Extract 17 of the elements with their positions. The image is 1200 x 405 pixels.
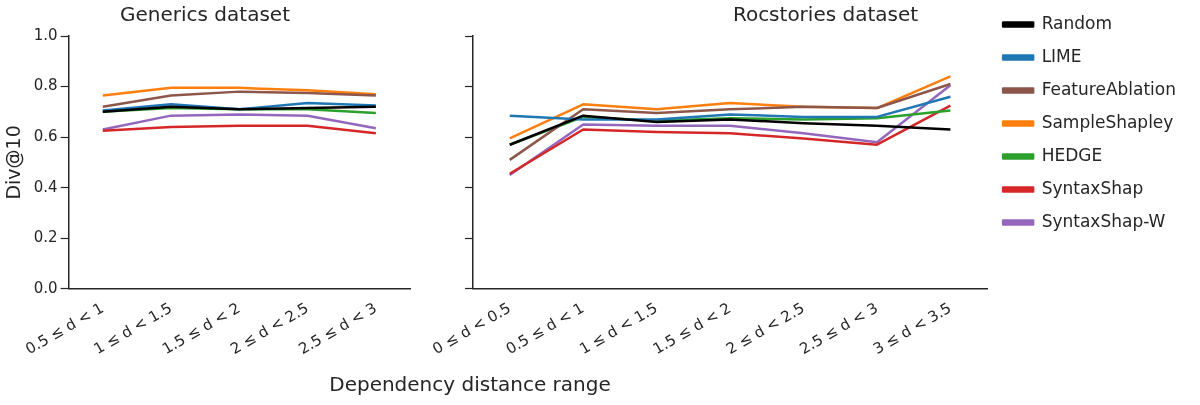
legend-label: FeatureAblation xyxy=(1041,78,1177,99)
y-tick-label: 1.0 xyxy=(33,25,58,44)
y-tick-label: 0.6 xyxy=(33,127,58,146)
y-tick-label: 0.0 xyxy=(33,278,58,297)
legend-label: SyntaxShap xyxy=(1041,177,1144,198)
y-tick-label: 0.4 xyxy=(33,177,58,196)
y-axis-title: Div@10 xyxy=(2,125,25,200)
x-axis-title: Dependency distance range xyxy=(328,372,612,396)
legend-label: SampleShapley xyxy=(1041,111,1174,132)
chart-title: Rocstories dataset xyxy=(732,2,919,27)
legend-label: HEDGE xyxy=(1041,144,1103,165)
y-tick-label: 0.8 xyxy=(33,76,58,95)
y-tick-label: 0.2 xyxy=(33,228,58,247)
legend-label: SyntaxShap-W xyxy=(1041,210,1166,231)
chart-title: Generics dataset xyxy=(120,2,291,27)
legend-label: LIME xyxy=(1041,45,1082,66)
legend-label: Random xyxy=(1041,12,1113,33)
